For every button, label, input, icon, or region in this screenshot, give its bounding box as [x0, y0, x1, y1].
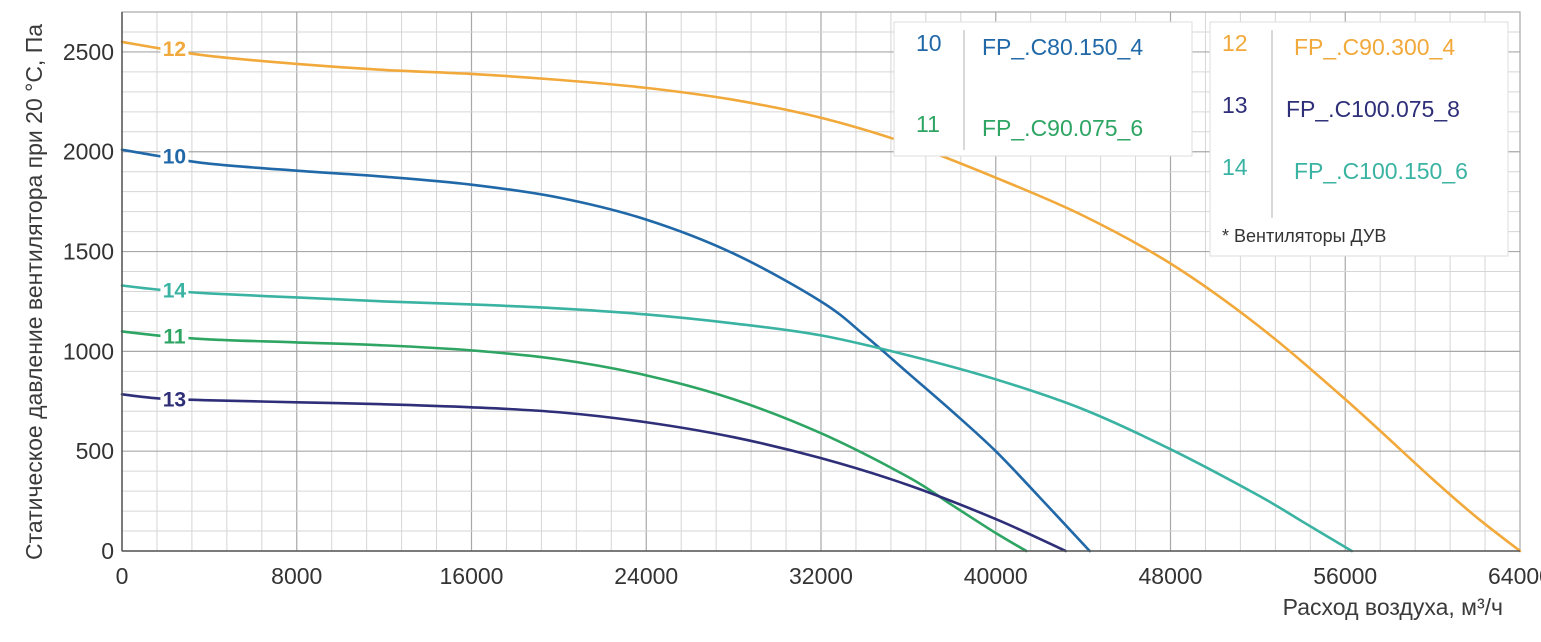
chart-curves	[120, 40, 1522, 553]
curve-label-12: 12	[163, 38, 186, 61]
curve-label-11: 11	[163, 325, 186, 348]
legend-name-10: FP_.C80.150_4	[982, 34, 1143, 60]
x-tick-label: 48000	[1139, 563, 1203, 589]
x-tick-label: 40000	[964, 563, 1028, 589]
x-tick-label: 24000	[614, 563, 678, 589]
legend-number-12: 12	[1222, 30, 1248, 56]
curve-label-14: 14	[163, 279, 187, 302]
legend-name-11: FP_.C90.075_6	[982, 115, 1143, 141]
y-tick-label: 500	[76, 438, 114, 464]
legend-number-13: 13	[1222, 92, 1248, 118]
curve-label-bg-13	[160, 386, 189, 409]
curve-label-bg-10	[160, 143, 189, 166]
legend-number-14: 14	[1222, 154, 1248, 180]
y-tick-label: 2500	[63, 39, 114, 65]
series-line-12	[120, 40, 1522, 553]
curve-label-bg-12	[160, 35, 189, 58]
chart-axes	[121, 12, 1520, 552]
legend-name-14: FP_.C100.150_6	[1294, 158, 1468, 184]
curve-label-10: 10	[163, 146, 186, 169]
legend-name-12: FP_.C90.300_4	[1294, 34, 1455, 60]
curve-label-bg-11	[160, 323, 189, 346]
legend-note: * Вентиляторы ДУВ	[1222, 226, 1386, 246]
x-tick-label: 56000	[1313, 563, 1377, 589]
x-tick-label: 0	[116, 563, 129, 589]
legend-box-1	[893, 21, 1193, 157]
x-tick-label: 16000	[440, 563, 504, 589]
y-tick-label: 2000	[63, 139, 114, 165]
tick-labels: 0 8000 16000 24000 32000 40000 48000 56000 6400 0…	[63, 39, 1541, 589]
curve-label-bg-14	[160, 277, 189, 300]
chart-grid	[121, 11, 1521, 552]
x-tick-label: 32000	[789, 563, 853, 589]
legend-number-10: 10	[916, 30, 942, 56]
y-tick-label: 0	[101, 538, 114, 564]
x-tick-label: 8000	[271, 563, 322, 589]
legend-number-11: 11	[916, 111, 940, 137]
y-axis-title: Статическое давление вентилятора при 20 …	[21, 24, 47, 560]
series-line-13	[120, 392, 1067, 553]
series-line-10	[120, 148, 1091, 553]
curve-label-13: 13	[163, 388, 186, 411]
legend-name-13: FP_.C100.075_8	[1286, 96, 1460, 122]
chart-legend: 10 FP_.C80.150_4 11 FP_.C90.075_6 12 FP_.C90.…	[893, 21, 1509, 257]
legend-box-2	[1209, 21, 1509, 257]
curve-labels: 12 10 14 11 13	[160, 35, 189, 411]
y-tick-label: 1500	[63, 239, 114, 265]
series-line-14	[120, 284, 1354, 553]
x-axis-title: Расход воздуха, м³/ч	[1283, 594, 1503, 620]
y-tick-label: 1000	[63, 338, 114, 364]
